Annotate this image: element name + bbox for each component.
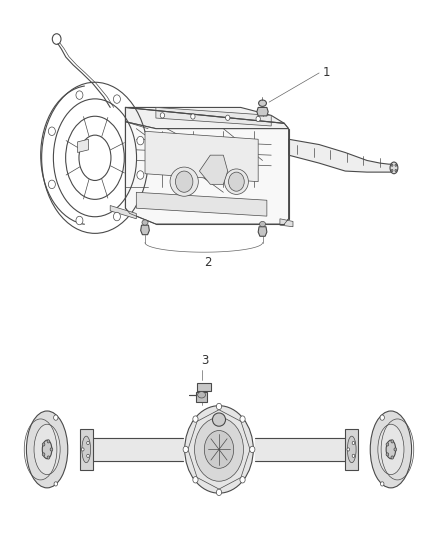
Polygon shape bbox=[199, 155, 228, 184]
Polygon shape bbox=[125, 108, 289, 128]
Ellipse shape bbox=[378, 424, 404, 474]
Circle shape bbox=[395, 164, 397, 166]
Circle shape bbox=[54, 482, 57, 486]
Circle shape bbox=[240, 477, 245, 483]
Ellipse shape bbox=[26, 411, 68, 488]
Ellipse shape bbox=[386, 440, 396, 459]
Polygon shape bbox=[125, 122, 289, 224]
Circle shape bbox=[42, 443, 45, 446]
Circle shape bbox=[250, 446, 255, 453]
Circle shape bbox=[394, 448, 396, 451]
Circle shape bbox=[216, 489, 222, 496]
Circle shape bbox=[391, 456, 394, 459]
Circle shape bbox=[87, 441, 89, 445]
Circle shape bbox=[391, 440, 394, 443]
Circle shape bbox=[256, 116, 260, 122]
Circle shape bbox=[160, 113, 165, 118]
Ellipse shape bbox=[259, 221, 265, 227]
Text: 1: 1 bbox=[322, 67, 330, 79]
Bar bbox=[80, 429, 93, 470]
Ellipse shape bbox=[258, 100, 266, 107]
Circle shape bbox=[47, 440, 50, 443]
Ellipse shape bbox=[204, 431, 234, 469]
Ellipse shape bbox=[42, 440, 52, 459]
Circle shape bbox=[48, 180, 55, 189]
Bar bbox=[196, 392, 207, 402]
Circle shape bbox=[386, 443, 389, 446]
Ellipse shape bbox=[142, 220, 148, 225]
Polygon shape bbox=[257, 108, 268, 116]
Polygon shape bbox=[110, 206, 136, 219]
Circle shape bbox=[352, 441, 355, 445]
Ellipse shape bbox=[198, 392, 205, 398]
Circle shape bbox=[48, 127, 55, 135]
Text: 2: 2 bbox=[205, 256, 212, 269]
Circle shape bbox=[137, 136, 144, 145]
Circle shape bbox=[76, 91, 83, 99]
Polygon shape bbox=[156, 108, 271, 126]
Circle shape bbox=[76, 216, 83, 225]
Polygon shape bbox=[141, 225, 149, 235]
Circle shape bbox=[386, 453, 389, 456]
Circle shape bbox=[113, 95, 120, 103]
Polygon shape bbox=[145, 131, 258, 182]
Polygon shape bbox=[189, 383, 211, 395]
Polygon shape bbox=[78, 139, 88, 152]
Circle shape bbox=[193, 416, 198, 422]
Circle shape bbox=[347, 448, 350, 451]
Polygon shape bbox=[289, 139, 393, 172]
Ellipse shape bbox=[224, 169, 248, 195]
Circle shape bbox=[352, 454, 355, 457]
Circle shape bbox=[53, 415, 58, 420]
Ellipse shape bbox=[212, 413, 226, 426]
Ellipse shape bbox=[82, 436, 91, 463]
Circle shape bbox=[391, 169, 393, 172]
Circle shape bbox=[87, 454, 89, 457]
Circle shape bbox=[381, 482, 384, 486]
Circle shape bbox=[391, 164, 393, 166]
Circle shape bbox=[113, 212, 120, 221]
Circle shape bbox=[380, 415, 385, 420]
Ellipse shape bbox=[185, 406, 253, 493]
Circle shape bbox=[395, 169, 397, 172]
Polygon shape bbox=[258, 227, 267, 236]
Circle shape bbox=[193, 477, 198, 483]
Circle shape bbox=[42, 453, 45, 456]
Circle shape bbox=[50, 448, 53, 451]
Circle shape bbox=[183, 446, 188, 453]
Circle shape bbox=[240, 416, 245, 422]
Circle shape bbox=[229, 172, 244, 191]
Circle shape bbox=[226, 115, 230, 120]
Ellipse shape bbox=[170, 167, 198, 196]
Bar bbox=[345, 429, 358, 470]
Ellipse shape bbox=[390, 162, 398, 174]
Ellipse shape bbox=[347, 436, 356, 463]
Circle shape bbox=[176, 171, 193, 192]
Ellipse shape bbox=[194, 418, 244, 481]
Circle shape bbox=[47, 456, 50, 459]
Text: 3: 3 bbox=[201, 354, 208, 367]
Circle shape bbox=[81, 448, 84, 451]
Circle shape bbox=[216, 403, 222, 410]
Ellipse shape bbox=[34, 424, 60, 474]
Polygon shape bbox=[136, 192, 267, 216]
Polygon shape bbox=[280, 219, 293, 227]
Circle shape bbox=[191, 114, 195, 119]
Ellipse shape bbox=[370, 411, 412, 488]
Circle shape bbox=[137, 171, 144, 179]
